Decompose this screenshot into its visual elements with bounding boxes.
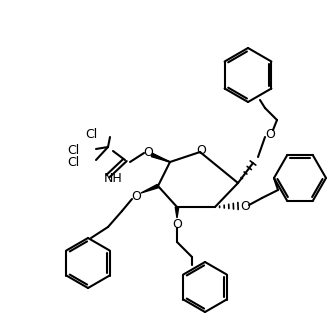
Text: O: O <box>265 127 275 141</box>
Polygon shape <box>151 153 170 162</box>
Text: NH: NH <box>104 173 122 185</box>
Text: Cl: Cl <box>68 144 80 156</box>
Text: O: O <box>131 189 141 203</box>
Text: Cl: Cl <box>68 156 80 170</box>
Polygon shape <box>175 207 179 218</box>
Text: O: O <box>143 147 153 159</box>
Text: Cl: Cl <box>85 127 97 141</box>
Text: O: O <box>196 145 206 157</box>
Polygon shape <box>141 184 159 193</box>
Text: O: O <box>240 200 250 213</box>
Text: O: O <box>172 218 182 232</box>
